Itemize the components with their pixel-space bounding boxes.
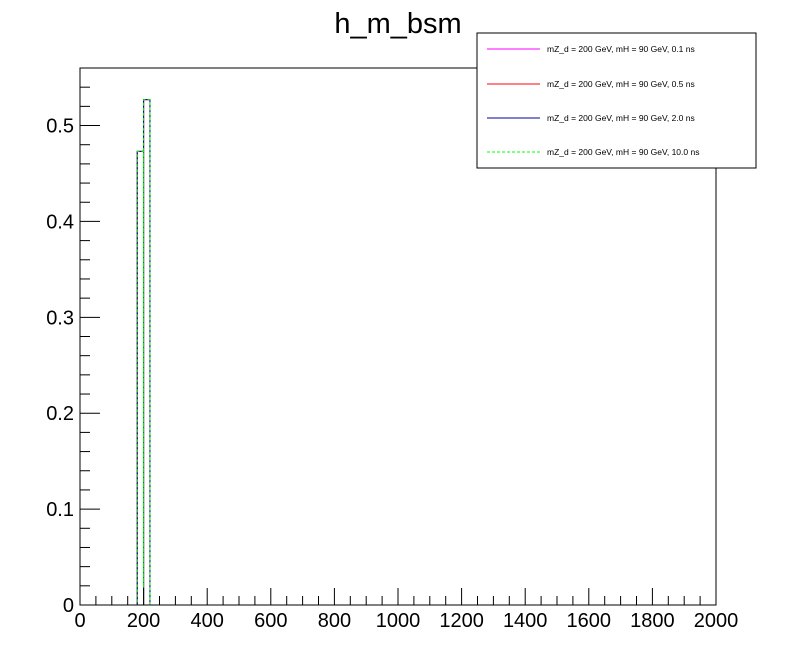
- legend: mZ_d = 200 GeV, mH = 90 GeV, 0.1 ns mZ_d …: [476, 32, 757, 169]
- y-tick-label: 0.3: [46, 307, 74, 329]
- x-tick-label: 1600: [567, 610, 612, 632]
- y-tick-label: 0.1: [46, 499, 74, 521]
- x-tick-label: 600: [254, 610, 287, 632]
- y-tick-label: 0.5: [46, 116, 74, 138]
- x-axis: 0 200 400 600 800 1000 1200 1400 1600 1800 2000: [74, 588, 738, 632]
- y-tick-label: 0: [63, 595, 74, 617]
- legend-label-1: mZ_d = 200 GeV, mH = 90 GeV, 0.1 ns: [547, 44, 695, 54]
- legend-label-4: mZ_d = 200 GeV, mH = 90 GeV, 10.0 ns: [547, 147, 699, 157]
- y-tick-label: 0.2: [46, 403, 74, 425]
- x-tick-label: 1400: [503, 610, 548, 632]
- x-tick-label: 1000: [376, 610, 421, 632]
- y-tick-label: 0.4: [46, 211, 74, 233]
- x-tick-label: 400: [191, 610, 224, 632]
- chart-title: h_m_bsm: [334, 8, 461, 40]
- x-tick-label: 0: [74, 610, 85, 632]
- x-tick-label: 800: [318, 610, 351, 632]
- y-axis: 0 0.1 0.2 0.3 0.4 0.5: [46, 67, 100, 617]
- legend-box: [476, 32, 757, 169]
- x-tick-label: 200: [127, 610, 160, 632]
- legend-label-2: mZ_d = 200 GeV, mH = 90 GeV, 0.5 ns: [547, 79, 695, 89]
- x-tick-label: 1800: [630, 610, 675, 632]
- legend-label-3: mZ_d = 200 GeV, mH = 90 GeV, 2.0 ns: [547, 113, 695, 123]
- x-tick-label: 2000: [694, 610, 739, 632]
- x-tick-label: 1200: [439, 610, 484, 632]
